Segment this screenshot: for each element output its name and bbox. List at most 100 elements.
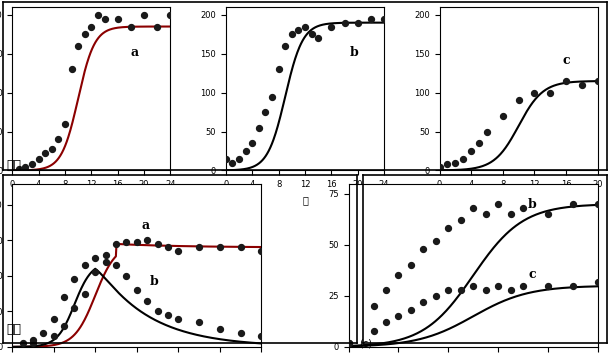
Point xyxy=(34,156,43,162)
Point xyxy=(468,205,478,211)
Point xyxy=(287,32,296,37)
Point xyxy=(49,333,59,339)
Point xyxy=(498,113,508,119)
Point xyxy=(101,252,110,257)
Point xyxy=(163,245,173,250)
Point xyxy=(235,330,245,336)
Point xyxy=(194,319,204,325)
Point xyxy=(111,241,121,247)
Point xyxy=(281,43,290,49)
Point xyxy=(458,156,468,162)
Point xyxy=(70,276,79,282)
Point xyxy=(431,238,440,244)
Point xyxy=(577,82,587,88)
Text: b: b xyxy=(149,275,158,288)
Point xyxy=(443,287,453,292)
Point xyxy=(66,67,76,72)
Point xyxy=(506,287,515,292)
Point xyxy=(28,341,38,346)
Point xyxy=(381,320,391,325)
Point xyxy=(173,248,183,254)
Point xyxy=(257,333,267,339)
Point xyxy=(543,211,553,217)
Point xyxy=(27,161,37,167)
Point xyxy=(368,328,378,333)
Point xyxy=(248,141,257,146)
Point xyxy=(293,28,303,33)
Point xyxy=(254,125,264,131)
Point xyxy=(418,299,428,305)
Point xyxy=(60,121,70,127)
Point xyxy=(111,262,121,268)
Point xyxy=(235,245,245,250)
Point xyxy=(152,309,162,314)
Text: 甲组: 甲组 xyxy=(6,159,21,172)
Point xyxy=(28,337,38,343)
Point xyxy=(368,303,378,309)
Point xyxy=(545,90,555,96)
Text: (c): (c) xyxy=(359,339,373,349)
Point xyxy=(593,78,603,84)
Point xyxy=(267,94,277,99)
Point xyxy=(228,160,237,166)
Text: b: b xyxy=(350,46,358,59)
Point xyxy=(593,201,603,207)
Point xyxy=(393,273,403,278)
Point xyxy=(59,295,69,300)
Point xyxy=(132,287,142,293)
Point xyxy=(152,241,162,247)
Point xyxy=(482,129,492,135)
Point xyxy=(406,262,416,268)
X-axis label: 天: 天 xyxy=(515,195,522,205)
Point xyxy=(493,201,503,207)
Point xyxy=(431,293,440,299)
Point xyxy=(101,259,110,264)
Point xyxy=(152,24,162,29)
Point xyxy=(443,225,453,231)
Point xyxy=(90,255,100,261)
Point xyxy=(450,160,460,166)
Text: a: a xyxy=(142,219,150,232)
Point xyxy=(215,326,224,332)
Point xyxy=(543,283,553,289)
Text: b: b xyxy=(528,198,537,211)
Point xyxy=(257,248,267,254)
Point xyxy=(173,316,183,321)
Point xyxy=(568,201,578,207)
Point xyxy=(514,98,523,103)
Text: 乙组: 乙组 xyxy=(6,323,21,336)
Point xyxy=(506,211,515,217)
Point xyxy=(393,313,403,319)
Point xyxy=(593,279,603,284)
Point xyxy=(93,12,103,18)
Point xyxy=(90,269,100,275)
Point xyxy=(260,109,270,115)
Point xyxy=(568,283,578,289)
Point xyxy=(314,35,323,41)
Point xyxy=(194,245,204,250)
Text: a: a xyxy=(131,46,139,59)
Point xyxy=(493,283,503,289)
Point xyxy=(221,156,231,162)
Point xyxy=(518,283,528,289)
Point xyxy=(340,20,350,25)
Point xyxy=(113,16,123,22)
Point xyxy=(99,16,109,22)
Point xyxy=(215,245,224,250)
Point xyxy=(366,16,376,22)
Point xyxy=(163,312,173,318)
Point xyxy=(47,146,57,152)
Point xyxy=(468,283,478,289)
Point xyxy=(165,12,175,18)
Point xyxy=(142,298,152,304)
Point xyxy=(418,246,428,252)
Point xyxy=(59,323,69,329)
Point xyxy=(139,12,149,18)
Point xyxy=(121,273,131,279)
Point xyxy=(132,239,142,245)
Point xyxy=(481,211,490,217)
Point xyxy=(87,24,96,29)
Point xyxy=(474,141,484,146)
Point xyxy=(54,137,63,142)
Text: c: c xyxy=(563,54,570,67)
